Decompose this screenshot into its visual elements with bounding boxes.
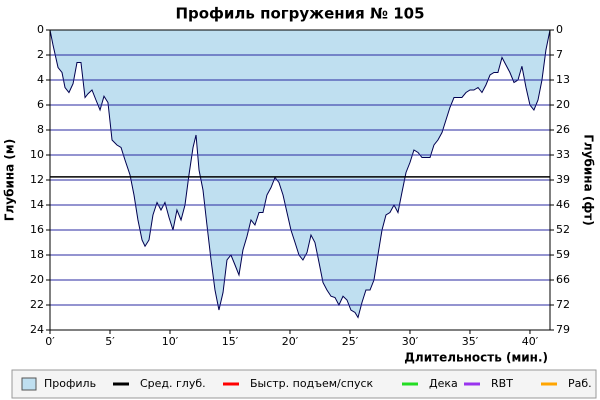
y-tick-label: 24 [30, 323, 44, 336]
y2-tick-label: 52 [556, 223, 570, 236]
y-tick-label: 12 [30, 173, 44, 186]
y2-tick-label: 39 [556, 173, 570, 186]
legend-label: Сред. глуб. [140, 377, 206, 390]
y2-tick-label: 46 [556, 198, 570, 211]
x-tick-label: 40′ [522, 335, 539, 348]
y2-tick-label: 26 [556, 123, 570, 136]
y2-tick-label: 0 [556, 23, 563, 36]
x-tick-label: 30′ [402, 335, 419, 348]
x-tick-label: 25′ [342, 335, 359, 348]
y2-tick-label: 66 [556, 273, 570, 286]
y-tick-label: 14 [30, 198, 44, 211]
y2-tick-label: 72 [556, 298, 570, 311]
x-axis-label: Длительность (мин.) [404, 351, 548, 365]
y-tick-label: 22 [30, 298, 44, 311]
y-tick-label: 2 [37, 48, 44, 61]
y-tick-label: 10 [30, 148, 44, 161]
profile-area [50, 30, 550, 318]
chart-title: Профиль погружения № 105 [175, 5, 424, 23]
legend-swatch [21, 377, 37, 391]
y2-tick-label: 13 [556, 73, 570, 86]
y-tick-label: 16 [30, 223, 44, 236]
y2-tick-label: 79 [556, 323, 570, 336]
x-tick-label: 35′ [462, 335, 479, 348]
x-tick-label: 5′ [105, 335, 115, 348]
x-tick-label: 20′ [282, 335, 299, 348]
y2-tick-label: 20 [556, 98, 570, 111]
legend-label: Профиль [44, 377, 96, 390]
x-tick-label: 0′ [45, 335, 55, 348]
legend-box [11, 369, 597, 399]
y2-tick-label: 7 [556, 48, 563, 61]
y-tick-label: 18 [30, 248, 44, 261]
y-tick-label: 20 [30, 273, 44, 286]
y-tick-label: 4 [37, 73, 44, 86]
plot-border [49, 29, 551, 331]
y-tick-label: 0 [37, 23, 44, 36]
y-tick-label: 6 [37, 98, 44, 111]
y2-tick-label: 59 [556, 248, 570, 261]
legend-label: Дека [429, 377, 458, 390]
y-tick-label: 8 [37, 123, 44, 136]
y2-axis-label: Глубина (фт) [582, 134, 596, 225]
legend-label: Раб. [568, 377, 592, 390]
legend-label: RBT [491, 377, 513, 390]
legend-label: Быстр. подъем/спуск [250, 377, 374, 390]
x-tick-label: 10′ [162, 335, 179, 348]
y2-tick-label: 33 [556, 148, 570, 161]
x-tick-label: 15′ [222, 335, 239, 348]
y-axis-label: Глубина (м) [3, 139, 17, 221]
